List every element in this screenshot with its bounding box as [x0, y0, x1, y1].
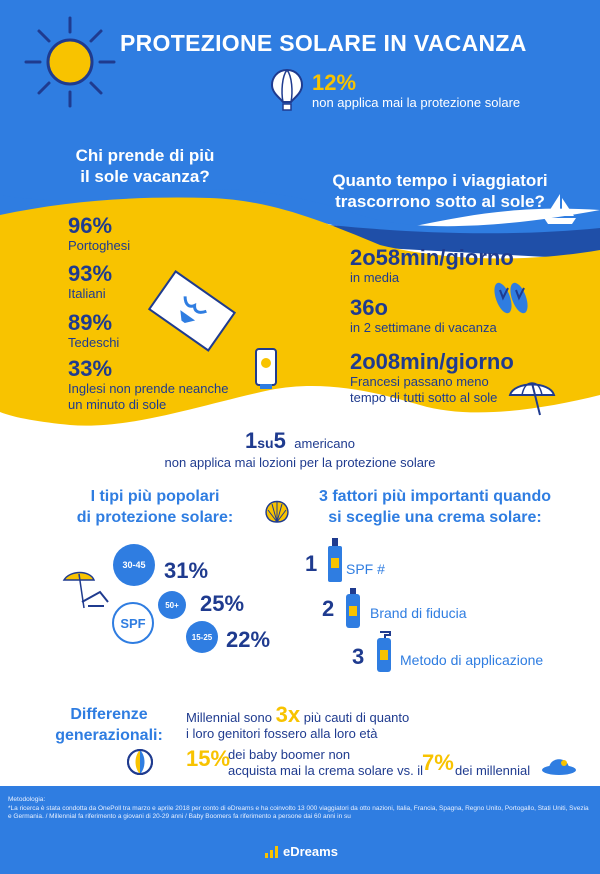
spf-badge: SPF — [112, 602, 154, 644]
spf-50-circle: 50+ — [158, 591, 186, 619]
sunscreen-tube-icon — [346, 588, 360, 628]
baby-boomer-value: 15% — [186, 746, 231, 771]
factor-3-label: Metodo di applicazione — [400, 652, 544, 668]
sailboat-icon — [544, 194, 576, 224]
sun-hat-icon — [542, 759, 576, 775]
factor-3-number: 3 — [352, 644, 365, 669]
spf-15-25-value: 22% — [226, 627, 271, 652]
page-title: PROTEZIONE SOLARE IN VACANZA — [120, 30, 527, 56]
types-title: I tipi più popolari di protezione solare… — [76, 488, 234, 526]
never-apply-value: 12% — [312, 70, 357, 95]
average-time-label: in media — [350, 270, 400, 285]
spf-50-value: 25% — [200, 591, 245, 616]
flip-flops-icon — [494, 282, 528, 314]
english-value: 33% — [68, 356, 113, 381]
generations-title: Differenze generazionali: — [55, 706, 163, 744]
towel-bikini-icon — [147, 270, 237, 352]
beach-umbrella-icon — [508, 382, 556, 416]
edreams-logo[interactable]: eDreams — [265, 844, 338, 859]
who-sun-title: Chi prende di più il sole vacanza? — [75, 146, 215, 186]
seashell-icon — [265, 500, 289, 523]
spf-15-25-circle: 15-25 — [186, 621, 218, 653]
millennial-line: Millennial sono 3x più cauti di quanto — [186, 702, 410, 727]
methodology: Metodologia: *La ricerca è stata condott… — [8, 796, 589, 820]
spray-bottle-icon — [328, 538, 342, 582]
sun-icon — [24, 16, 116, 108]
baby-boomer-text: dei baby boomer non acquista mai la crem… — [228, 747, 424, 778]
hot-air-balloon-icon — [270, 68, 304, 111]
english-label: Inglesi non prende neanche un minuto di … — [68, 381, 229, 412]
two-weeks-value: 36o — [350, 295, 388, 320]
french-time-value: 2o08min/giorno — [350, 349, 514, 374]
pump-bottle-icon — [377, 631, 391, 672]
german-label: Tedeschi — [68, 335, 120, 350]
german-value: 89% — [68, 310, 113, 335]
american-text: non applica mai lozioni per la protezion… — [164, 455, 436, 470]
spf-30-45-value: 31% — [164, 558, 209, 583]
edreams-logo-icon — [265, 845, 278, 858]
sunscreen-bottle-icon — [255, 348, 277, 389]
french-time-label: Francesi passano meno tempo di tutti sot… — [350, 374, 498, 405]
two-weeks-label: in 2 settimane di vacanza — [350, 320, 497, 335]
factor-2-label: Brand di fiducia — [370, 605, 467, 621]
deck-chair-umbrella-icon — [62, 571, 109, 609]
italian-label: Italiani — [68, 286, 106, 301]
portuguese-label: Portoghesi — [68, 238, 131, 253]
footer — [0, 786, 600, 874]
spf-30-45-circle: 30-45 — [113, 544, 155, 586]
factors-title: 3 fattori più importanti quando si scegl… — [319, 488, 551, 526]
millennial-value: 7% — [422, 750, 454, 775]
time-sun-title: Quanto tempo i viaggiatori trascorrono s… — [332, 171, 548, 211]
millennial-text: dei millennial — [455, 763, 531, 778]
never-apply-text: non applica mai la protezione solare — [312, 95, 521, 110]
beach-ball-icon — [127, 749, 153, 775]
italian-value: 93% — [68, 261, 113, 286]
factor-2-number: 2 — [322, 596, 335, 621]
american-stat: 1su5 americano — [245, 428, 355, 453]
factor-1-number: 1 — [305, 551, 318, 576]
factor-1-label: SPF # — [346, 561, 385, 577]
portuguese-value: 96% — [68, 213, 113, 238]
average-time-value: 2o58min/giorno — [350, 245, 514, 270]
millennial-line-2: i loro genitori fossero alla loro età — [186, 726, 378, 741]
